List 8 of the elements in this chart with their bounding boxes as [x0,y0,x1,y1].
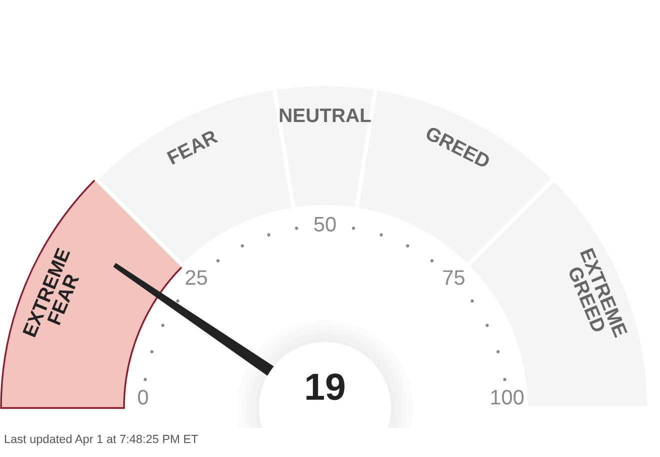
text: 25 [186,270,208,285]
text: 75 [443,270,464,285]
text: 100 [491,390,524,405]
text: Last updated Apr 1 at 7:48:25 PM ET [4,434,198,446]
text: 19 [306,374,344,400]
slice-label: NEUTRAL [280,108,371,122]
text: 0 [138,390,148,405]
text: 50 [314,216,336,232]
